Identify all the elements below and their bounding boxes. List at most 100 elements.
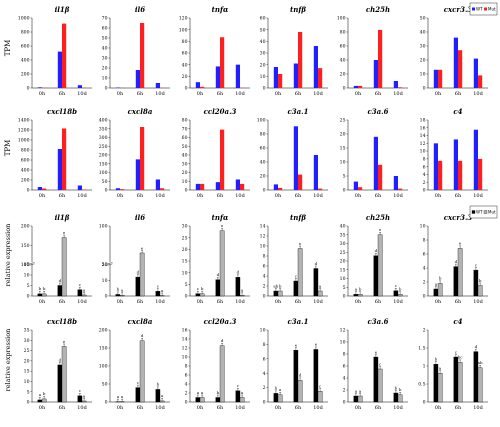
panel-title: cxcl8a — [128, 107, 153, 116]
bar-mut — [278, 74, 283, 88]
bar-mut — [239, 295, 245, 297]
significance-label: a — [241, 288, 244, 293]
bar-mut — [437, 373, 443, 403]
x-tick-label: 10d — [473, 299, 483, 305]
y-tick-label: 10 — [420, 149, 426, 155]
y-tick-label: 0 — [185, 188, 188, 194]
bar-mut — [140, 23, 145, 88]
y-tick-label: 60 — [182, 51, 188, 57]
significance-label: b — [439, 276, 442, 281]
y-tick-label: 40 — [260, 160, 266, 166]
bar-wt — [57, 364, 63, 403]
y-tick-label: 0 — [343, 400, 346, 406]
y-tick-label: 200 — [21, 72, 30, 78]
y-tick-label: 0 — [105, 400, 108, 406]
bar-wt — [373, 255, 379, 297]
y-tick-label: 40 — [182, 62, 188, 68]
bar-wt — [293, 280, 299, 297]
y-tick-label: 20 — [340, 72, 346, 78]
x-tick-label: 10d — [473, 91, 483, 97]
significance-label: e — [375, 349, 378, 354]
significance-label: b — [39, 286, 42, 291]
bar-wt — [313, 349, 319, 403]
panel-title: c4 — [453, 107, 462, 116]
significance-label: e — [141, 245, 144, 250]
bar-wt — [195, 82, 200, 88]
bar-wt — [195, 293, 201, 297]
significance-label: e — [379, 227, 382, 232]
panel-2: tnfα 0 20 40 60 80 100 120 0h 6h 10d — [179, 5, 250, 97]
y-tick-label: 120 — [179, 16, 188, 22]
x-tick-label: 6h — [295, 193, 302, 199]
y-tick-label: 0 — [27, 400, 30, 406]
bar-mut — [219, 230, 225, 297]
ylabel-relative-row4: relative expression — [4, 329, 12, 392]
significance-label: d — [315, 261, 318, 266]
significance-label: c — [319, 384, 322, 389]
bar-wt — [453, 139, 458, 190]
x-tick-label: 6h — [137, 299, 144, 305]
x-tick-label: 6h — [59, 91, 66, 97]
bar-mut — [119, 295, 125, 297]
y-tick-label: 70 — [102, 16, 108, 22]
x-tick-label: 6h — [217, 405, 224, 411]
bar-wt — [195, 397, 201, 403]
bar-mut — [298, 174, 303, 190]
bar-mut — [81, 294, 87, 297]
bar-mut — [61, 237, 67, 297]
x-tick-label: 0h — [117, 299, 124, 305]
x-tick-label: 6h — [137, 91, 144, 97]
x-tick-label: 6h — [455, 91, 462, 97]
bar-mut — [199, 397, 205, 403]
significance-label: a — [359, 388, 362, 393]
bar-wt — [155, 291, 161, 297]
bar-mut — [357, 294, 363, 297]
y-tick-label: 600 — [21, 44, 30, 50]
y-tick-label: 30 — [182, 224, 188, 230]
x-tick-label: 0h — [275, 299, 282, 305]
bar-mut — [478, 75, 483, 88]
x-tick-label: 10d — [313, 193, 323, 199]
y-tick-label: 0 — [27, 188, 30, 194]
significance-label: a — [161, 288, 164, 293]
panel-3: tnfβ 0 10 20 30 40 50 60 0h 6h 10d — [260, 5, 328, 97]
y-tick-label: 40 — [420, 30, 426, 36]
bar-wt — [57, 51, 62, 88]
bar-wt — [393, 290, 399, 297]
bar-wt — [77, 185, 82, 190]
x-tick-label: 6h — [375, 91, 382, 97]
y-tick-label: 200 — [21, 178, 30, 184]
bar-mut — [139, 252, 145, 297]
bar-mut — [200, 86, 205, 88]
bar-wt — [215, 66, 220, 88]
bar-mut — [239, 397, 245, 403]
y-tick-label: 0 — [105, 294, 108, 300]
significance-label: b — [157, 382, 160, 387]
x-tick-label: 6h — [217, 299, 224, 305]
significance-label: e — [63, 230, 66, 235]
axis-break-mark — [107, 262, 113, 265]
x-tick-label: 0h — [197, 299, 204, 305]
y-tick-label: 16 — [420, 125, 426, 131]
y-tick-label: 70 — [182, 126, 188, 132]
bar-mut — [277, 394, 283, 403]
legend-tpm: WT Mut — [469, 2, 498, 16]
y-tick-label: 10 — [260, 74, 266, 80]
bar-mut — [120, 189, 125, 190]
y-tick-label: 0 — [263, 400, 266, 406]
bar-wt — [135, 70, 140, 88]
y-tick-label: 25 — [182, 235, 188, 241]
panel-title: cxcl18b — [47, 317, 77, 326]
y-tick-label: 50 — [260, 27, 266, 33]
y-tick-label: 0 — [27, 86, 30, 92]
bar-mut — [82, 189, 87, 190]
panel-5: cxcr3.3 0 10 20 30 40 50 0h 6h 10d — [420, 5, 488, 97]
bar-wt — [433, 143, 438, 190]
y-tick-label: 1000 — [18, 138, 30, 144]
y-tick-label: 18 — [420, 118, 426, 124]
x-tick-label: 6h — [217, 91, 224, 97]
y-tick-label: 5 — [27, 283, 30, 289]
